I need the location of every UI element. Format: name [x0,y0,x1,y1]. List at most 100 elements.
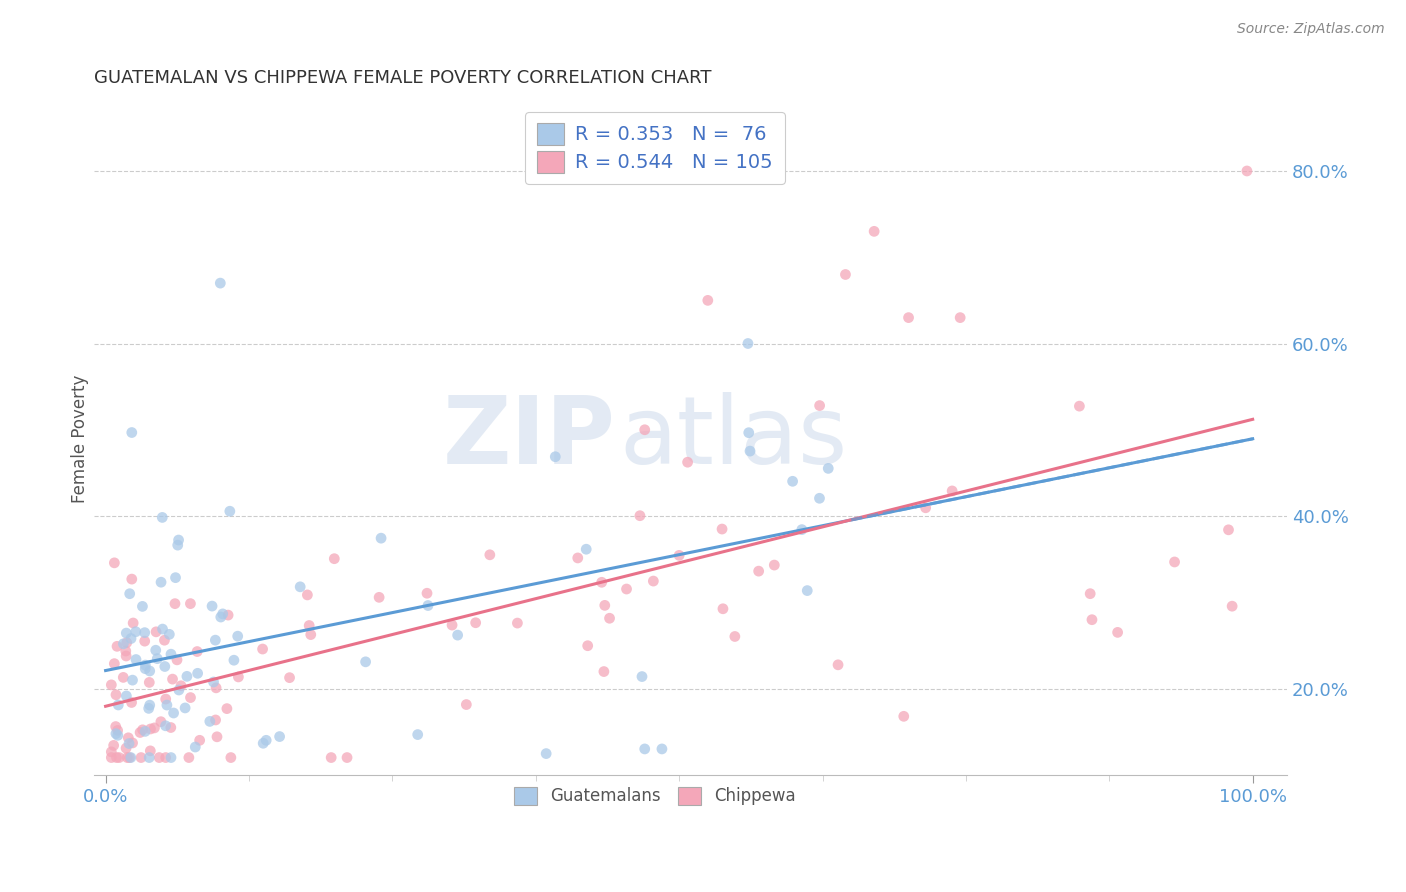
Text: ZIP: ZIP [443,392,616,484]
Point [628,508,651,523]
Point [321,750,343,764]
Point [117,731,139,745]
Point [121,572,143,586]
Point [696,293,718,308]
Point [198,714,221,729]
Point [205,681,228,695]
Point [202,675,225,690]
Point [170,679,193,693]
Point [134,658,156,673]
Point [643,574,665,588]
Point [118,737,141,751]
Point [176,669,198,683]
Point [456,698,478,712]
Point [323,551,346,566]
Point [160,750,183,764]
Point [278,671,301,685]
Point [209,276,232,290]
Point [446,628,468,642]
Point [228,670,250,684]
Point [544,450,567,464]
Point [651,742,673,756]
Point [165,571,187,585]
Point [616,582,638,596]
Point [217,608,239,623]
Point [354,655,377,669]
Point [897,310,920,325]
Point [121,696,143,710]
Point [252,642,274,657]
Point [104,726,127,740]
Point [737,336,759,351]
Point [174,701,197,715]
Point [157,627,180,641]
Point [949,310,972,325]
Point [115,635,138,649]
Point [575,542,598,557]
Point [146,651,169,665]
Point [1163,555,1185,569]
Point [131,599,153,614]
Point [724,630,747,644]
Point [155,692,177,706]
Point [129,725,152,739]
Point [576,639,599,653]
Point [100,745,122,759]
Point [152,622,174,636]
Point [100,678,122,692]
Point [156,698,179,712]
Point [205,730,228,744]
Point [808,491,831,506]
Point [138,750,160,764]
Point [218,504,240,518]
Point [631,669,654,683]
Point [506,616,529,631]
Point [121,673,143,687]
Point [1236,164,1258,178]
Point [676,455,699,469]
Point [827,657,849,672]
Point [336,750,359,764]
Point [252,736,274,750]
Point [115,689,138,703]
Point [145,643,167,657]
Point [166,653,188,667]
Point [416,599,439,613]
Point [150,510,173,524]
Text: Source: ZipAtlas.com: Source: ZipAtlas.com [1237,22,1385,37]
Point [478,548,501,562]
Point [808,399,831,413]
Point [711,601,734,615]
Point [204,633,226,648]
Point [914,500,936,515]
Point [1220,599,1243,614]
Point [1218,523,1240,537]
Point [269,730,291,744]
Y-axis label: Female Poverty: Female Poverty [72,375,89,502]
Point [1081,613,1104,627]
Point [104,720,127,734]
Text: GUATEMALAN VS CHIPPEWA FEMALE POVERTY CORRELATION CHART: GUATEMALAN VS CHIPPEWA FEMALE POVERTY CO… [94,69,711,87]
Point [100,750,122,764]
Point [125,624,148,639]
Point [209,610,232,624]
Point [599,611,621,625]
Point [134,625,156,640]
Point [370,531,392,545]
Point [711,522,734,536]
Point [464,615,486,630]
Point [254,733,277,747]
Point [148,750,170,764]
Point [738,444,761,458]
Point [863,224,886,238]
Point [105,640,128,654]
Point [153,659,176,673]
Point [103,556,125,570]
Point [567,550,589,565]
Point [131,723,153,737]
Point [118,587,141,601]
Point [406,728,429,742]
Point [105,688,128,702]
Point [738,425,761,440]
Point [298,618,321,632]
